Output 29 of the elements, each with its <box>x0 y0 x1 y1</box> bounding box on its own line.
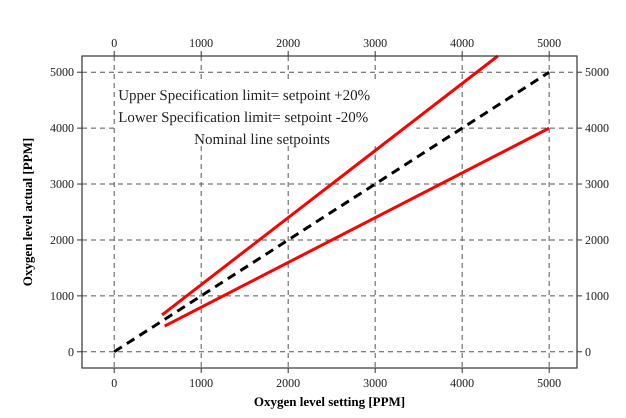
y2-tick-label: 3000 <box>585 177 609 192</box>
y-tick-label: 5000 <box>50 65 74 80</box>
y-axis-title: Oxygen level actual [PPM] <box>20 138 35 286</box>
annotation: Lower Specification limit= setpoint -20% <box>118 110 368 126</box>
x-tick-label: 3000 <box>363 36 388 50</box>
y2-tick-label: 2000 <box>585 232 609 247</box>
x2-tick-label: 2000 <box>276 376 300 390</box>
y-tick-label: 0 <box>68 344 74 359</box>
y-tick-label: 3000 <box>50 177 74 192</box>
y-tick-label: 1000 <box>50 288 74 303</box>
y-tick-label: 2000 <box>50 232 74 247</box>
y2-tick-label: 5000 <box>585 65 609 80</box>
x2-tick-label: 1000 <box>189 376 214 390</box>
y2-tick-label: 1000 <box>585 288 609 303</box>
y2-tick-label: 4000 <box>585 121 609 136</box>
annotation: Nominal line setpoints <box>194 132 330 148</box>
y2-tick-label: 0 <box>585 344 591 359</box>
x-tick-label: 0 <box>111 36 118 50</box>
x2-tick-label: 5000 <box>537 376 562 390</box>
x2-tick-label: 0 <box>111 376 118 390</box>
x-tick-label: 1000 <box>189 36 214 50</box>
x2-tick-label: 4000 <box>450 376 474 390</box>
annotation: Upper Specification limit= setpoint +20% <box>118 88 370 104</box>
x-tick-label: 5000 <box>537 36 562 50</box>
y-tick-label: 4000 <box>50 121 74 136</box>
x-tick-label: 2000 <box>276 36 300 50</box>
x-tick-label: 4000 <box>450 36 474 50</box>
x2-tick-label: 3000 <box>363 376 388 390</box>
x-axis-title: Oxygen level setting [PPM] <box>254 394 406 409</box>
